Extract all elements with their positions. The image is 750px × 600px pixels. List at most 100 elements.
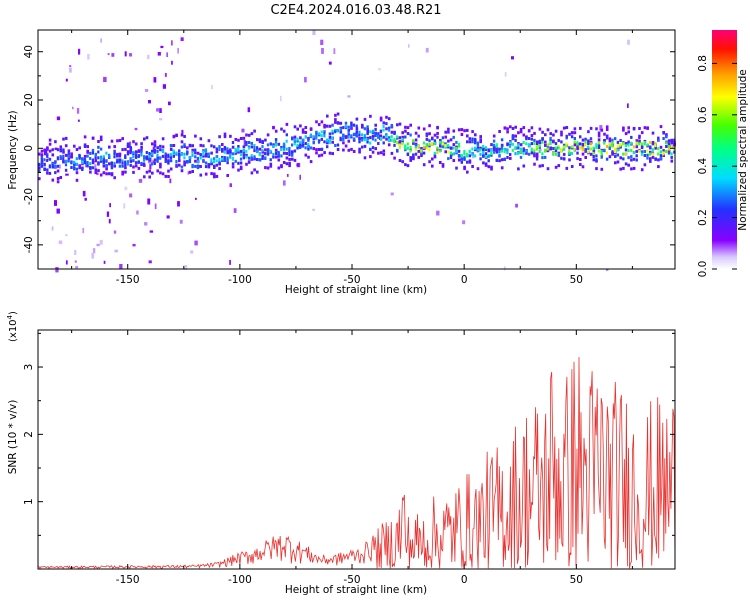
colorbar-tick-label: 0.0 [697,261,709,278]
spectrogram-ridge-cell [592,151,595,155]
spectrogram-ridge-cell [226,149,229,153]
spectrogram-ridge-cell [417,126,421,130]
spectrogram-ridge-cell [444,144,447,147]
spectrogram-ridge-cell [447,150,450,154]
spectrogram-ridge-cell [374,147,377,151]
spectrogram-ridge-cell [91,161,95,165]
spectrogram-ridge-cell [277,142,281,146]
spectrogram-ridge-cell [549,146,552,150]
y-tick-label: 20 [23,93,35,106]
spectrogram-ridge-cell [210,172,213,176]
spectrogram-ridge-cell [202,154,205,158]
spectrogram-ridge-cell [186,150,189,154]
spectrogram-ridge-cell [554,149,558,153]
spectrogram-noise-cell [408,44,410,48]
spectrogram-ridge-cell [651,148,654,152]
spectrogram-ridge-cell [274,148,278,152]
spectrogram-ridge-cell [361,137,364,140]
spectrogram-ridge-cell [632,145,635,149]
x-tick-label: -150 [116,274,140,286]
spectrogram-ridge-cell [643,126,647,130]
spectrogram-ridge-cell [336,148,340,151]
spectrogram-ridge-cell [99,159,103,163]
spectrogram-ridge-cell [579,146,582,150]
spectrogram-ridge-cell [288,153,291,157]
spectrogram-ridge-cell [654,142,657,146]
spectrogram-ridge-cell [191,153,194,157]
spectrogram-ridge-cell [479,138,482,142]
spectrogram-ridge-cell [533,152,536,156]
spectrogram-ridge-cell [323,123,326,127]
spectrogram-ridge-cell [474,137,477,141]
spectrogram-ridge-cell [328,135,332,139]
spectrogram-ridge-cell [172,144,176,147]
spectrogram-ridge-cell [342,148,345,152]
spectrogram-ridge-cell [113,164,116,168]
spectrogram-ridge-cell [83,145,87,148]
spectrogram-ridge-cell [132,165,135,169]
spectrogram-ridge-cell [304,142,307,145]
y-tick-label: 0 [23,145,35,152]
spectrogram-ridge-cell [597,141,600,145]
spectrogram-ridge-cell [221,143,224,146]
spectrogram-ridge-cell [576,147,579,151]
spectrogram-ridge-cell [533,149,536,153]
spectrogram-ridge-cell [444,135,447,139]
spectrogram-ridge-cell [363,156,367,160]
spectrogram-ridge-cell [570,152,574,155]
spectrogram-ridge-cell [385,127,388,131]
spectrogram-ridge-cell [619,156,622,160]
spectrogram-ridge-cell [436,150,439,154]
spectrogram-ridge-cell [417,149,421,153]
spectrogram-ridge-cell [624,142,628,145]
spectrogram-noise-cell [538,148,542,151]
spectrogram-ridge-cell [632,157,636,161]
spectrogram-ridge-cell [51,178,55,182]
spectrogram-ridge-cell [361,133,364,137]
spectrogram-ridge-cell [285,162,289,166]
spectrogram-ridge-cell [126,160,129,164]
spectrogram-ridge-cell [312,147,316,151]
spectrogram-ridge-cell [404,163,407,167]
spectrogram-ridge-cell [124,156,127,159]
spectrogram-ridge-cell [433,133,437,137]
spectrogram-ridge-cell [460,157,463,161]
spectrogram-ridge-cell [73,144,76,148]
spectrogram-ridge-cell [557,164,561,168]
spectrogram-ridge-cell [581,144,585,148]
spectrogram-ridge-cell [301,130,305,134]
spectrogram-ridge-cell [517,143,520,147]
spectrogram-ridge-cell [129,149,133,153]
spectrogram-ridge-cell [126,162,129,166]
spectrogram-ridge-cell [140,145,143,149]
spectrogram-ridge-cell [105,167,108,171]
spectrogram-ridge-cell [592,146,595,150]
spectrogram-ridge-cell [151,162,154,166]
spectrogram-ridge-cell [342,134,345,138]
spectrogram-ridge-cell [546,167,550,171]
x-tick-label: 0 [461,274,468,286]
spectrogram-noise-cell [138,178,143,183]
spectrogram-noise-cell [69,65,72,68]
spectrogram-ridge-cell [498,147,501,151]
spectrogram-noise-cell [148,100,151,104]
spectrogram-ridge-cell [638,149,641,153]
spectrogram-ridge-cell [285,152,288,155]
spectrogram-ridge-cell [535,145,539,148]
spectrogram-ridge-cell [584,149,587,153]
spectrogram-ridge-cell [196,151,200,155]
spectrogram-ridge-cell [511,148,514,152]
spectrogram-ridge-cell [124,163,127,167]
spectrogram-ridge-cell [99,173,103,177]
spectrogram-ridge-cell [151,150,154,154]
spectrogram-ridge-cell [474,141,477,145]
spectrogram-ridge-cell [161,145,165,149]
spectrogram-ridge-cell [638,136,641,140]
spectrogram-ridge-cell [624,148,628,152]
spectrogram-ridge-cell [614,154,617,158]
spectrogram-ridge-cell [159,171,162,175]
spectrogram-ridge-cell [667,139,671,143]
spectrogram-ridge-cell [242,151,245,155]
spectrogram-ridge-cell [81,161,84,165]
spectrogram-ridge-cell [463,149,466,153]
